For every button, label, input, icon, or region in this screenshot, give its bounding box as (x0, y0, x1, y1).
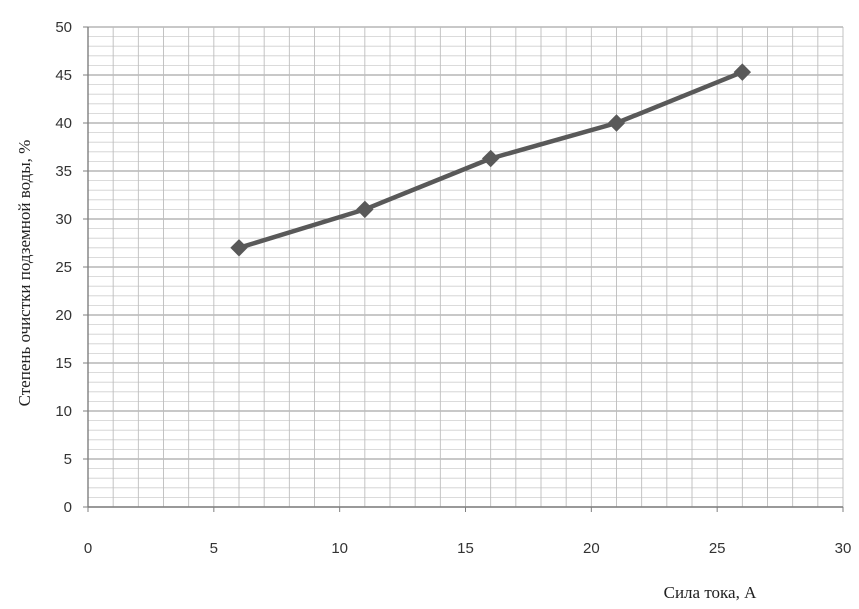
data-point-marker (733, 63, 752, 81)
y-tick-label: 30 (55, 211, 72, 228)
x-tick-label: 15 (457, 540, 474, 557)
grid (87, 26, 844, 508)
x-tick-label: 25 (709, 540, 726, 557)
y-tick-label: 0 (64, 499, 72, 516)
y-axis-title: Степень очистки подземной воды, % (15, 140, 34, 407)
data-point-marker (607, 114, 626, 132)
x-tick-label: 20 (583, 540, 600, 557)
x-tick-label: 5 (210, 540, 218, 557)
x-axis-title: Сила тока, А (664, 583, 757, 602)
y-tick-label: 35 (55, 163, 72, 180)
series (230, 63, 752, 257)
tick-labels: 0 5 10 15 20 25 30 35 40 45 50 0 5 10 15 20 25 30 (55, 19, 851, 557)
axes (83, 26, 844, 512)
y-tick-label: 45 (55, 67, 72, 84)
x-tick-label: 0 (84, 540, 92, 557)
y-tick-label: 5 (64, 451, 72, 468)
x-tick-label: 30 (835, 540, 852, 557)
x-tick-label: 10 (331, 540, 348, 557)
data-point-marker (481, 149, 500, 168)
y-tick-label: 50 (55, 19, 72, 36)
y-tick-label: 15 (55, 355, 72, 372)
data-point-marker (356, 200, 374, 219)
y-tick-label: 25 (55, 259, 72, 276)
data-point-marker (230, 239, 248, 257)
y-tick-label: 40 (55, 115, 72, 132)
y-tick-label: 20 (55, 307, 72, 324)
y-tick-label: 10 (55, 403, 72, 420)
